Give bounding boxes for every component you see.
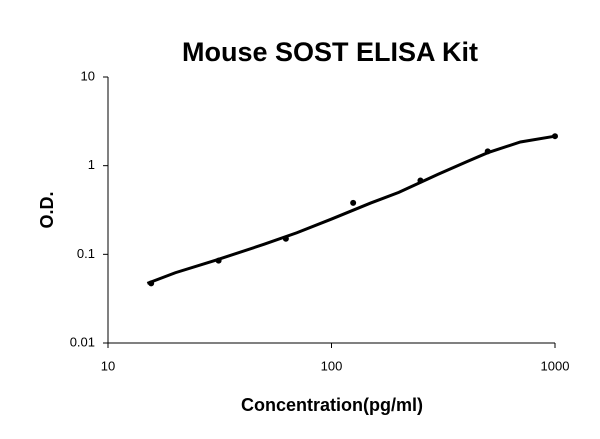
x-axis-label: Concentration(pg/ml) [241,395,423,415]
data-point [350,199,357,206]
x-tick-label: 10 [101,358,115,373]
x-tick-label: 100 [321,358,343,373]
fit-curve [146,134,556,285]
y-tick-label: 1 [88,157,95,172]
chart-title: Mouse SOST ELISA Kit [182,37,478,67]
y-tick-label: 10 [81,68,95,83]
y-tick-label: 0.1 [77,246,95,261]
x-tick-label: 1000 [541,358,570,373]
y-axis-label: O.D. [37,191,57,228]
y-tick-label: 0.01 [70,334,95,349]
